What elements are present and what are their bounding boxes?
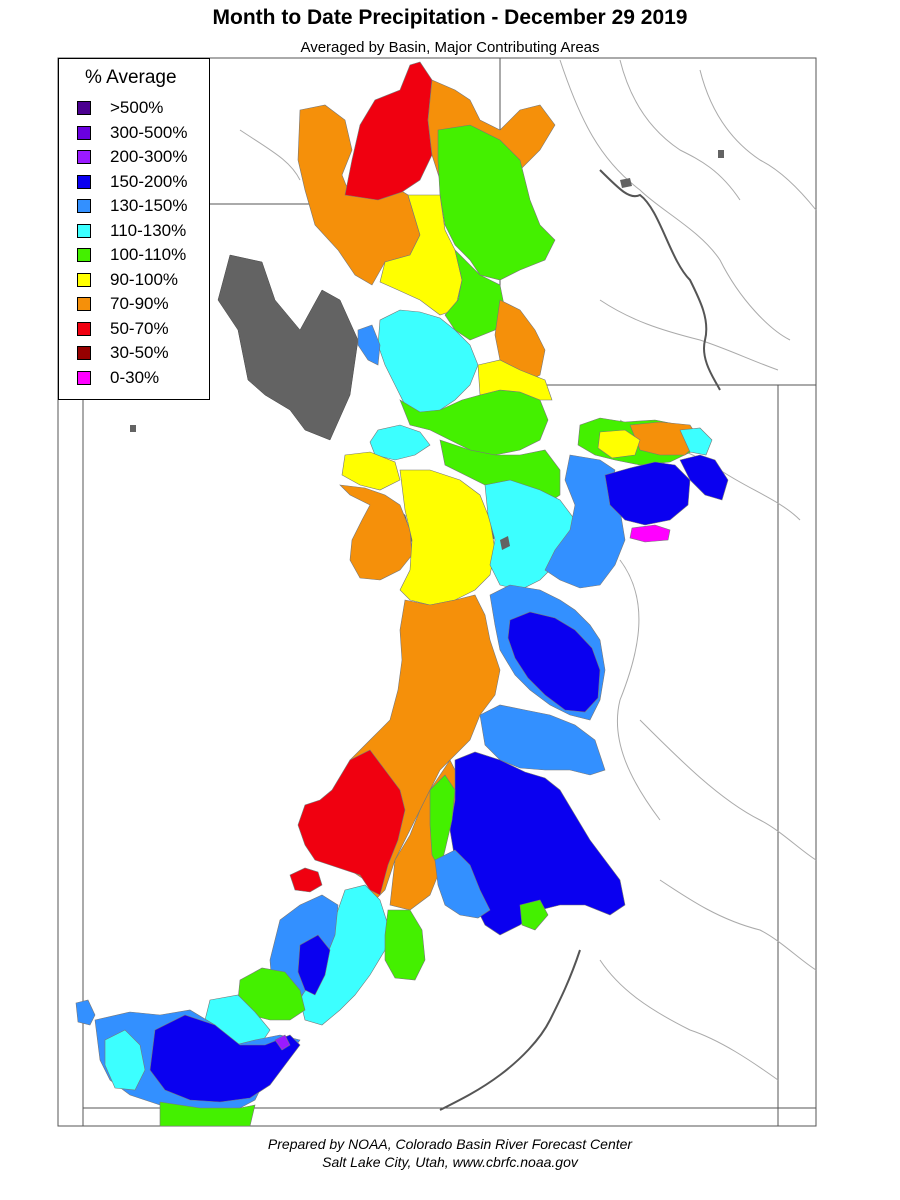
- legend-label: >500%: [110, 98, 164, 117]
- map-title: Month to Date Precipitation - December 2…: [212, 6, 688, 29]
- basin-utah-lake-orange: [339, 484, 413, 581]
- rivers: [239, 59, 817, 1081]
- basin-far-sw-blue: [75, 999, 96, 1026]
- basin-escalante-blue: [434, 849, 491, 919]
- map-subtitle: Averaged by Basin, Major Contributing Ar…: [300, 39, 600, 56]
- small-lakes: [130, 150, 724, 550]
- basin-upper-yellow: [379, 194, 463, 316]
- basin-spanish-fork-yellow: [399, 469, 496, 606]
- basin-uinta-yellow: [597, 429, 641, 459]
- legend-label: 70-90%: [110, 294, 169, 313]
- legend-swatch: [77, 272, 91, 287]
- basin-lower-cyan: [104, 1029, 146, 1091]
- legend-swatch: [77, 297, 91, 311]
- legend-label: 300-500%: [110, 122, 188, 142]
- basin-virgin-darkblue: [297, 934, 331, 996]
- basin-yampa-darkblue: [604, 461, 691, 526]
- basin-yampa-east-darkblue: [679, 454, 729, 501]
- basin-provo-yellow: [341, 451, 401, 491]
- basin-lower-magenta: [274, 1034, 291, 1051]
- basin-escalante-green: [519, 899, 549, 931]
- basin-sevier-red-sw: [289, 867, 323, 893]
- basin-lower-green: [159, 1101, 256, 1127]
- legend-swatch: [77, 101, 91, 115]
- legend-label: 150-200%: [110, 171, 188, 191]
- basin-central-green: [399, 389, 549, 456]
- basin-lower-darkblue: [149, 1014, 301, 1103]
- basin-jordan-blue: [357, 324, 381, 366]
- basin-yampa-cyan: [679, 427, 713, 456]
- legend-label: 0-30%: [110, 367, 160, 387]
- legend: % Average >500% 300-500% 200-300% 150-200% 1…: [58, 58, 210, 400]
- legend-label: 30-50%: [110, 343, 169, 362]
- basin-provo-cyan: [369, 424, 431, 461]
- credit-line-1: Prepared by NOAA, Colorado Basin River F…: [267, 1136, 633, 1152]
- legend-swatch: [77, 199, 91, 213]
- legend-swatch: [77, 174, 91, 189]
- legend-swatch: [77, 223, 91, 238]
- basin-paria-green: [384, 909, 426, 981]
- legend-swatch: [77, 150, 91, 164]
- legend-label: 110-130%: [110, 220, 187, 240]
- legend-swatch: [77, 370, 91, 385]
- legend-label: 90-100%: [110, 269, 179, 289]
- basin-jordan-cyan: [377, 309, 479, 416]
- basins: [75, 61, 729, 1127]
- map-frame: [57, 57, 817, 1127]
- legend-label: 100-110%: [110, 245, 187, 264]
- legend-label: 130-150%: [110, 196, 188, 215]
- legend-label: 200-300%: [110, 147, 188, 166]
- basin-low-magenta: [629, 524, 671, 543]
- basin-bear-river-red: [344, 61, 433, 201]
- legend-title: % Average: [85, 67, 177, 88]
- basin-sevier-red: [297, 749, 406, 896]
- legend-swatch: [77, 346, 91, 360]
- legend-swatch: [77, 321, 91, 336]
- legend-swatch: [77, 248, 91, 262]
- legend-label: 50-70%: [110, 318, 169, 338]
- basin-central-yellow: [477, 359, 553, 401]
- basin-upper-green: [437, 124, 556, 281]
- basin-weber-mixed: [444, 249, 506, 341]
- credit-line-2: Salt Lake City, Utah, www.cbrfc.noaa.gov: [322, 1154, 578, 1170]
- colorado-river: [439, 169, 721, 1111]
- legend-swatch: [77, 125, 91, 140]
- basin-price-darkblue: [507, 611, 601, 713]
- basin-dirty-devil-green: [429, 774, 456, 871]
